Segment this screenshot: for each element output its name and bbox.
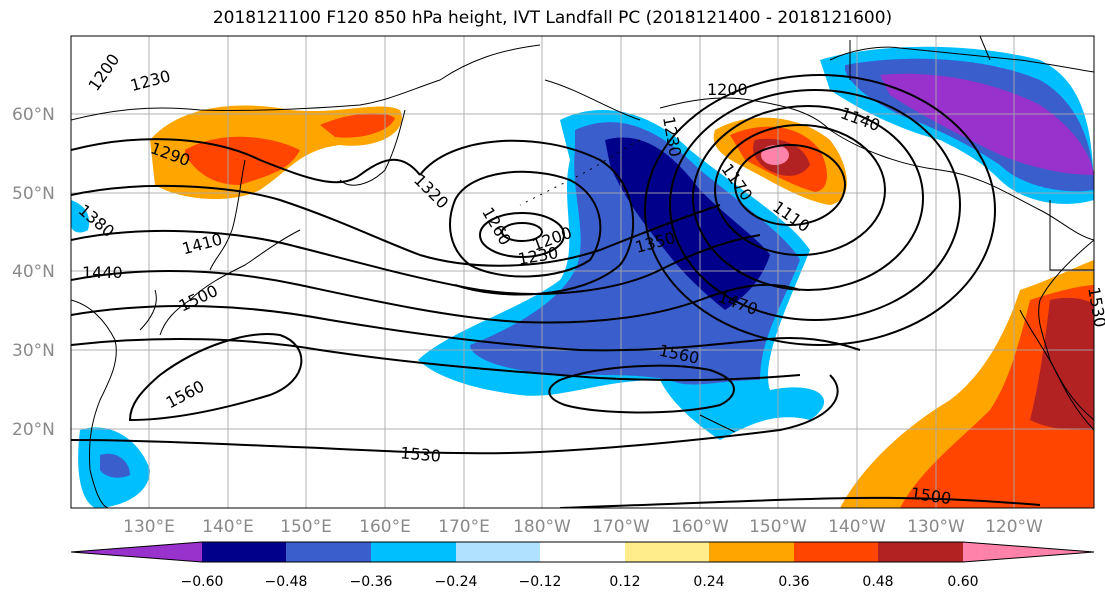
colorbar-segment <box>963 542 1094 562</box>
lon-label: 150°W <box>749 517 807 537</box>
colorbar-label: 0.24 <box>693 574 724 590</box>
lon-label: 180°W <box>513 517 571 537</box>
lat-label: 30°N <box>12 341 55 361</box>
colorbar-label: 0.36 <box>778 574 809 590</box>
lon-label: 140°W <box>828 517 886 537</box>
map-frame <box>70 35 1095 509</box>
graticule <box>71 36 1094 508</box>
lat-label: 60°N <box>12 105 55 125</box>
colorbar-label: −0.60 <box>181 574 224 590</box>
west-edge-blue <box>71 200 90 233</box>
colorbar-label: −0.12 <box>519 574 562 590</box>
bering-positive-core <box>761 145 789 165</box>
colorbar-segment <box>625 542 709 562</box>
colorbar-labels: −0.60 −0.48 −0.36 −0.24 −0.12 0.12 0.24 … <box>181 574 979 590</box>
lat-label: 20°N <box>12 420 55 440</box>
colorbar-segment <box>286 542 371 562</box>
colorbar-label: −0.24 <box>435 574 478 590</box>
lon-label: 120°W <box>985 517 1043 537</box>
colorbar-segment <box>202 542 286 562</box>
lon-label: 130°W <box>907 517 965 537</box>
contour-label: 1200 <box>707 80 748 99</box>
lat-label: 40°N <box>12 262 55 282</box>
colorbar-label: −0.48 <box>265 574 308 590</box>
colorbar-segment <box>878 542 963 562</box>
eastern-pacific-positive-region-inner <box>1030 297 1094 430</box>
lon-label: 160°E <box>359 517 411 537</box>
lon-label: 170°E <box>438 517 490 537</box>
lon-label: 130°E <box>123 517 175 537</box>
longitude-labels: 130°E 140°E 150°E 160°E 170°E 180°W 170°… <box>123 517 1043 537</box>
latitude-labels: 60°N 50°N 40°N 30°N 20°N <box>12 105 55 440</box>
map-title: 2018121100 F120 850 hPa height, IVT Land… <box>212 8 893 28</box>
ivt-negative-region-dark <box>605 137 770 310</box>
colorbar-segment <box>71 542 202 562</box>
lon-label: 150°E <box>280 517 332 537</box>
colorbar-label: 0.48 <box>862 574 893 590</box>
height-contours <box>71 74 1041 508</box>
contour-label: 1530 <box>1084 285 1105 328</box>
colorbar-label: 0.12 <box>609 574 640 590</box>
lat-label: 50°N <box>12 184 55 204</box>
colorbar-segment <box>540 542 625 562</box>
contour-label: 1440 <box>82 263 123 282</box>
lon-label: 170°W <box>592 517 650 537</box>
alaska-negative-region-dark <box>880 73 1094 175</box>
lon-label: 140°E <box>202 517 254 537</box>
colorbar-segment <box>456 542 540 562</box>
colorbar-segment <box>709 542 794 562</box>
colorbar-label: −0.36 <box>350 574 393 590</box>
lon-label: 160°W <box>671 517 729 537</box>
coastlines <box>71 36 1094 508</box>
colorbar <box>70 541 1095 563</box>
colorbar-label: 0.60 <box>947 574 978 590</box>
colorbar-segment <box>794 542 878 562</box>
contour-label: 1530 <box>399 443 441 465</box>
colorbar-outline <box>70 541 1095 563</box>
wpac-negative-region-inner <box>100 453 130 478</box>
okhotsk-positive-region-inner <box>185 136 300 185</box>
colorbar-segment <box>371 542 456 562</box>
okhotsk-positive-east <box>320 113 395 138</box>
